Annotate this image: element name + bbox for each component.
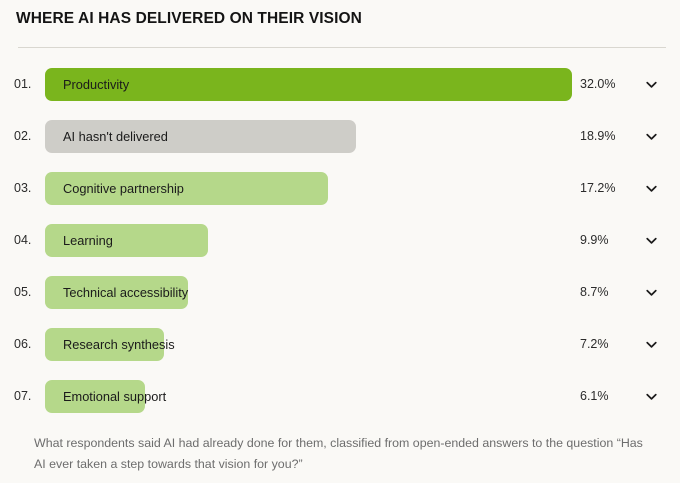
- row-rank-label: 05.: [14, 285, 32, 299]
- bar-track: Research synthesis: [45, 328, 575, 361]
- page-title: WHERE AI HAS DELIVERED ON THEIR VISION: [16, 10, 362, 27]
- bar-category-label: Productivity: [63, 77, 130, 92]
- bar-fill: [45, 276, 188, 309]
- title-divider: [18, 47, 666, 48]
- chevron-down-icon[interactable]: [638, 224, 664, 257]
- bar-category-label: AI hasn't delivered: [63, 129, 168, 144]
- bar-row[interactable]: 06. Research synthesis 7.2%: [0, 328, 680, 380]
- row-rank-label: 02.: [14, 129, 32, 143]
- bar-track: Cognitive partnership: [45, 172, 575, 205]
- bar-value-label: 18.9%: [580, 129, 616, 143]
- bar-list: 01. Productivity 32.0% 02. AI hasn't deliver…: [0, 68, 680, 432]
- bar-value-label: 8.7%: [580, 285, 609, 299]
- bar-row[interactable]: 03. Cognitive partnership 17.2%: [0, 172, 680, 224]
- bar-track: Productivity: [45, 68, 575, 101]
- bar-track: Technical accessibility: [45, 276, 575, 309]
- bar-row[interactable]: 04. Learning 9.9%: [0, 224, 680, 276]
- bar-value-label: 7.2%: [580, 337, 609, 351]
- bar-category-label: Emotional support: [63, 389, 167, 404]
- bar-fill: [45, 120, 356, 153]
- bar-value-label: 6.1%: [580, 389, 609, 403]
- bar-row[interactable]: 05. Technical accessibility 8.7%: [0, 276, 680, 328]
- chart-footnote: What respondents said AI had already don…: [34, 436, 643, 471]
- bar-category-label: Research synthesis: [63, 337, 175, 352]
- bar-category-label: Learning: [63, 233, 113, 248]
- bar-fill: [45, 224, 208, 257]
- chevron-down-icon[interactable]: [638, 380, 664, 413]
- chevron-down-icon[interactable]: [638, 328, 664, 361]
- bar-fill: [45, 68, 572, 101]
- row-rank-label: 06.: [14, 337, 32, 351]
- bar-row[interactable]: 01. Productivity 32.0%: [0, 68, 680, 120]
- row-rank-label: 03.: [14, 181, 32, 195]
- row-rank-label: 04.: [14, 233, 32, 247]
- bar-track: Emotional support: [45, 380, 575, 413]
- row-rank-label: 07.: [14, 389, 32, 403]
- bar-value-label: 17.2%: [580, 181, 616, 195]
- chevron-down-icon[interactable]: [638, 120, 664, 153]
- chevron-down-icon[interactable]: [638, 68, 664, 101]
- bar-row[interactable]: 02. AI hasn't delivered 18.9%: [0, 120, 680, 172]
- bar-fill: [45, 172, 328, 205]
- bar-value-label: 9.9%: [580, 233, 609, 247]
- bar-fill: [45, 328, 164, 361]
- bar-category-label: Cognitive partnership: [63, 181, 184, 196]
- chevron-down-icon[interactable]: [638, 276, 664, 309]
- bar-track: Learning: [45, 224, 575, 257]
- bar-row[interactable]: 07. Emotional support 6.1%: [0, 380, 680, 432]
- bar-category-label: Technical accessibility: [63, 285, 189, 300]
- chevron-down-icon[interactable]: [638, 172, 664, 205]
- bar-value-label: 32.0%: [580, 77, 616, 91]
- row-rank-label: 01.: [14, 77, 32, 91]
- bar-fill: [45, 380, 145, 413]
- bar-track: AI hasn't delivered: [45, 120, 575, 153]
